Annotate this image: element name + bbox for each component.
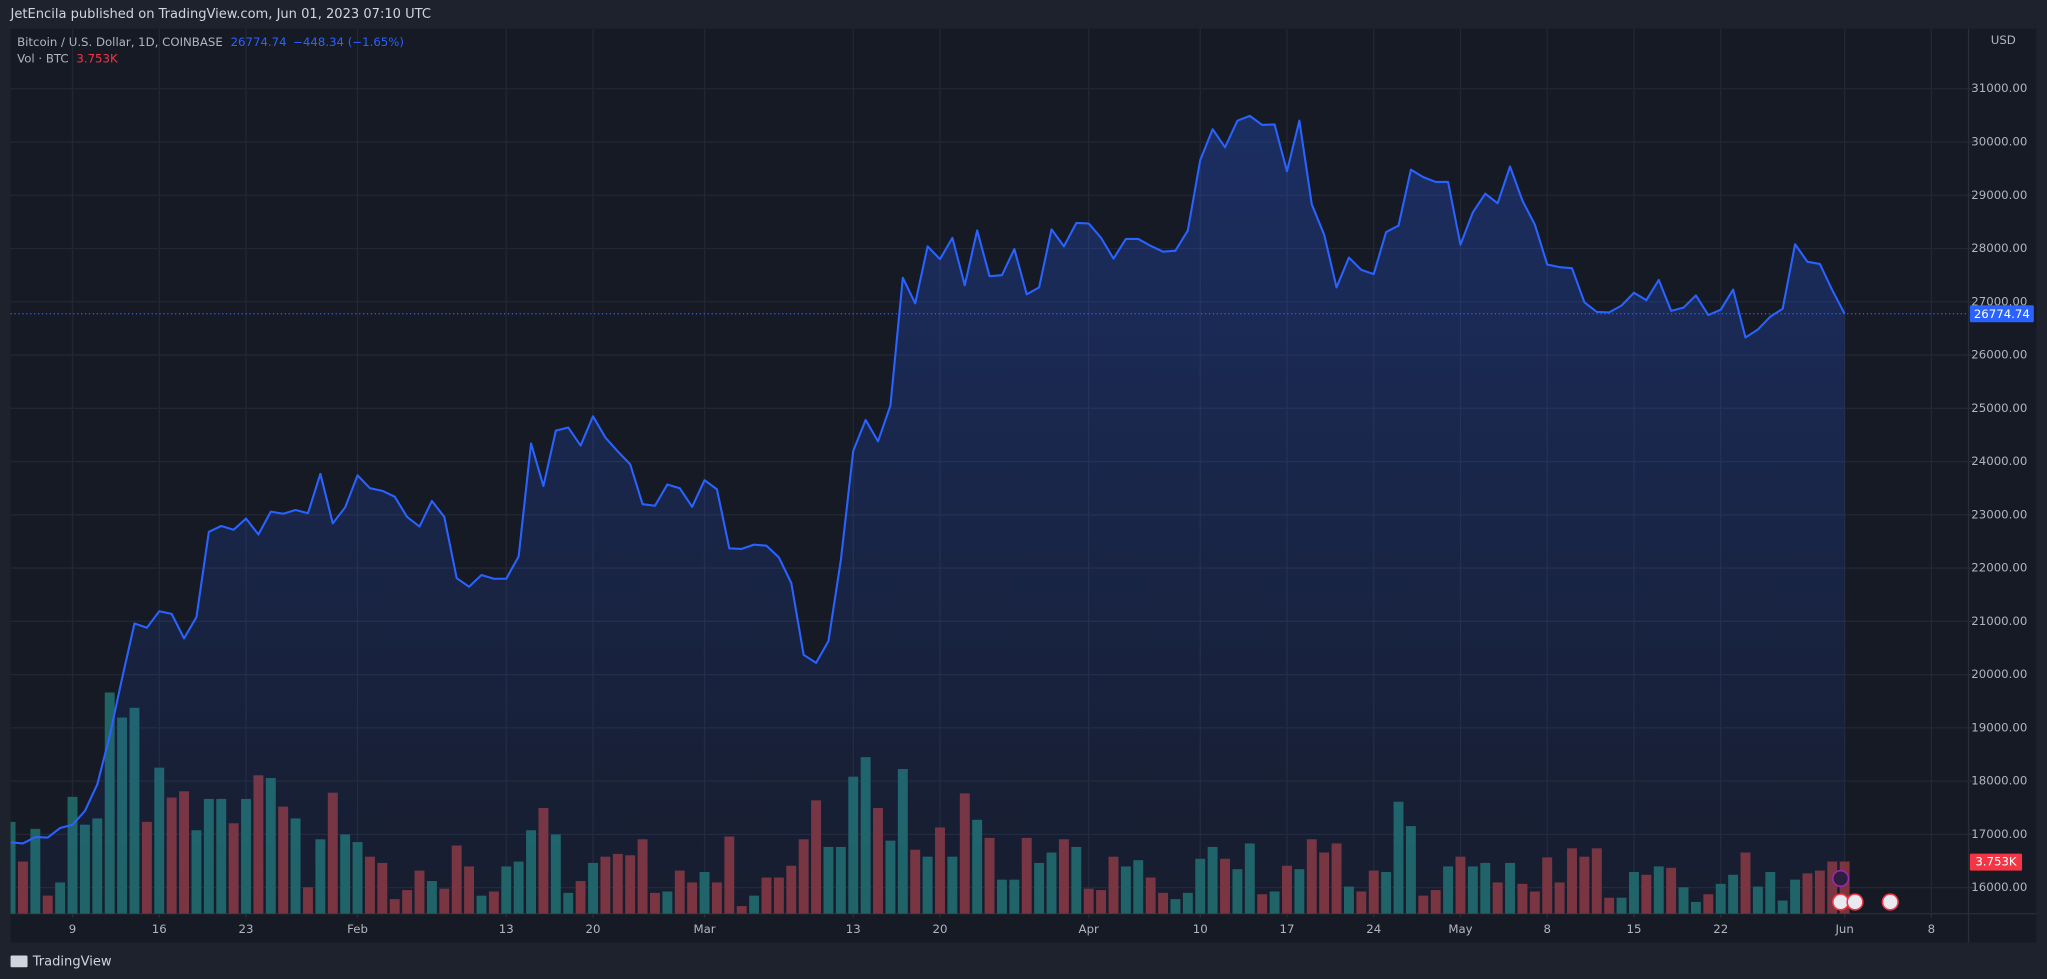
- x-tick-label: 10: [1193, 922, 1208, 936]
- y-tick-label: 20000.00: [1971, 667, 2027, 681]
- footer: TradingView: [10, 955, 112, 970]
- x-tick-label: 15: [1626, 922, 1641, 936]
- y-tick-label: 16000.00: [1971, 880, 2027, 894]
- price-layer: [10, 114, 1969, 914]
- legend-volume-name: Vol · BTC: [17, 51, 68, 65]
- x-tick-label: 22: [1713, 922, 1728, 936]
- x-tick-label: 23: [239, 922, 254, 936]
- event-icons: [1832, 869, 1899, 911]
- publish-info: JetEncila published on TradingView.com, …: [10, 7, 431, 22]
- x-tick-label: 9: [69, 922, 76, 936]
- legend-volume-value: 3.753K: [76, 51, 118, 65]
- brand-logo: [10, 955, 28, 968]
- volume-tag-label: 3.753K: [1975, 855, 2017, 869]
- y-tick-label: 27000.00: [1971, 294, 2027, 308]
- y-tick-label: 24000.00: [1971, 454, 2027, 468]
- y-tick-label: 29000.00: [1971, 188, 2027, 202]
- price-line: [10, 114, 1846, 845]
- price-area: [10, 115, 1845, 914]
- volume-tag: [1969, 853, 2023, 871]
- legend-last: 26774.74: [231, 34, 287, 48]
- legend-change: −448.34 (−1.65%): [293, 34, 404, 48]
- x-tick-label: 16: [152, 922, 167, 936]
- legend-symbol: Bitcoin / U.S. Dollar, 1D, COINBASE: [17, 34, 223, 48]
- volume-bar: [1839, 861, 1850, 914]
- x-tick-label: Apr: [1079, 922, 1099, 936]
- y-tick-label: 18000.00: [1971, 774, 2027, 788]
- x-tick-label: 8: [1928, 922, 1935, 936]
- event-icon[interactable]: [1881, 893, 1899, 911]
- x-tick-label: Mar: [693, 922, 715, 936]
- x-tick-label: 17: [1280, 922, 1295, 936]
- y-tick-label: 30000.00: [1971, 135, 2027, 149]
- y-tick-label: 19000.00: [1971, 720, 2027, 734]
- y-tick-label: 31000.00: [1971, 81, 2027, 95]
- last-price-tag: [1969, 305, 2034, 323]
- event-icon[interactable]: [1832, 893, 1850, 911]
- event-icon[interactable]: [1832, 869, 1850, 888]
- axes: 16000.00 17000.00 18000.00 19000.00 20000.00…: [69, 81, 2034, 936]
- y-tick-label: 25000.00: [1971, 401, 2027, 415]
- x-tick-label: Jun: [1834, 922, 1853, 936]
- y-tick-label: 28000.00: [1971, 241, 2027, 255]
- y-tick-label: 21000.00: [1971, 614, 2027, 628]
- event-icon[interactable]: [1846, 893, 1864, 911]
- y-tick-label: 26000.00: [1971, 348, 2027, 362]
- x-tick-label: 13: [846, 922, 861, 936]
- x-tick-label: 20: [586, 922, 601, 936]
- y-tick-label: 22000.00: [1971, 561, 2027, 575]
- x-tick-label: 13: [499, 922, 514, 936]
- y-tick-label: 23000.00: [1971, 507, 2027, 521]
- x-tick-label: 8: [1543, 922, 1550, 936]
- x-tick-label: May: [1448, 922, 1472, 936]
- x-tick-label: 20: [933, 922, 948, 936]
- last-price-label: 26774.74: [1974, 307, 2030, 321]
- x-tick-label: Feb: [347, 922, 368, 936]
- x-tick-label: 24: [1366, 922, 1381, 936]
- brand-name: TradingView: [32, 955, 112, 970]
- currency-label: USD: [1991, 33, 2016, 47]
- legend-volume: Vol · BTC 3.753K: [17, 51, 118, 65]
- y-tick-label: 17000.00: [1971, 827, 2027, 841]
- legend-price: Bitcoin / U.S. Dollar, 1D, COINBASE 26774…: [17, 34, 404, 48]
